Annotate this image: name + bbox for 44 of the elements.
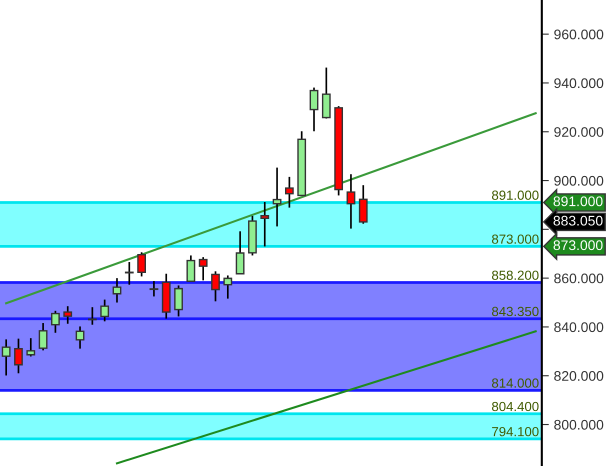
candlestick (236, 230, 245, 276)
candlestick (284, 176, 294, 208)
ref-line-label: 794.100 (492, 426, 539, 436)
candlestick (223, 274, 232, 300)
candlestick (358, 184, 368, 225)
candlestick (198, 256, 208, 282)
ref-line-label: 891.000 (492, 190, 539, 200)
candlestick (76, 326, 84, 350)
candlestick (14, 338, 23, 374)
candlestick (51, 310, 60, 334)
candlestick (88, 306, 97, 326)
candlestick (260, 201, 270, 248)
y-tick-label: 940.000 (554, 78, 604, 88)
y-tick-label: 920.000 (554, 127, 604, 137)
candlestick (310, 86, 318, 132)
y-tick-label: 860.000 (554, 273, 604, 284)
candlestick (174, 284, 183, 318)
y-tick-label: 820.000 (554, 371, 604, 381)
candlestick (124, 261, 134, 286)
candlestick (63, 305, 72, 325)
candlestick (26, 337, 36, 358)
ref-line-label: 814.000 (492, 378, 539, 388)
candlestick (100, 298, 110, 322)
y-tick-label: 840.000 (554, 322, 604, 332)
candlestick (211, 270, 220, 302)
candlestick (346, 173, 356, 230)
candlestick (38, 322, 48, 352)
ref-line-label: 843.350 (492, 306, 539, 316)
candlestick (322, 66, 331, 120)
candlestick (137, 251, 146, 278)
candlestick (112, 277, 122, 304)
ref-line-label: 873.000 (492, 234, 539, 244)
candlestick (2, 338, 11, 376)
text: 891.000 (554, 196, 603, 206)
y-tick-label: 800.000 (554, 420, 604, 430)
text: 873.000 (554, 240, 603, 250)
ref-line-label: 804.400 (492, 402, 539, 412)
ref-line-label: 858.200 (492, 270, 539, 280)
candlestick (150, 280, 158, 298)
candlestick (186, 254, 196, 283)
y-tick-label: 960.000 (554, 29, 604, 40)
y-tick-label: 900.000 (554, 176, 604, 186)
candlestick (272, 166, 282, 228)
text: 883.050 (554, 216, 603, 226)
